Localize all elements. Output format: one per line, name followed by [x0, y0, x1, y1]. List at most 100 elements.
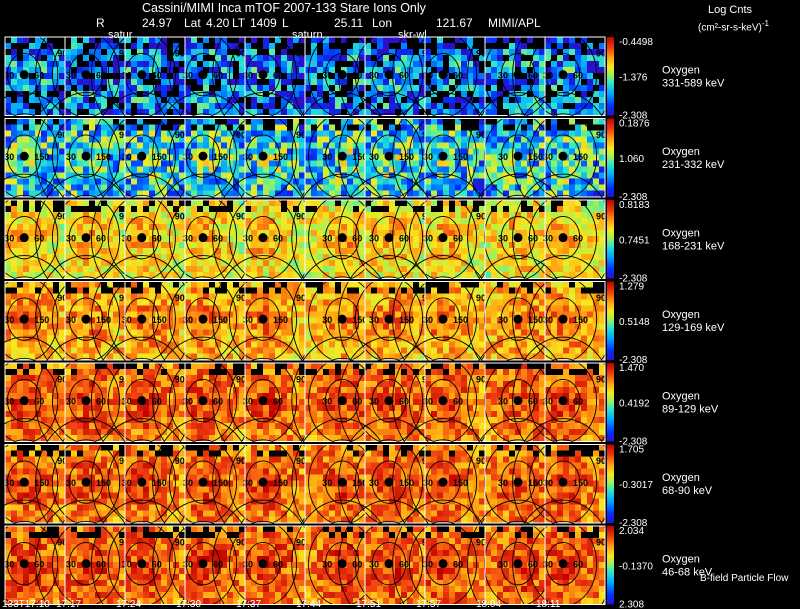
flux-cell — [5, 293, 11, 300]
flux-cell — [539, 55, 545, 61]
flux-cell — [323, 329, 329, 336]
flux-cell — [59, 136, 65, 143]
flux-cell — [509, 136, 515, 143]
flux-cell — [383, 353, 389, 360]
flux-cell — [197, 281, 203, 288]
panel-border — [4, 36, 606, 116]
flux-cell — [23, 85, 29, 91]
flux-cell — [197, 299, 203, 306]
flux-cell — [281, 236, 287, 242]
flux-cell — [359, 248, 365, 254]
contour-ring — [408, 276, 478, 363]
flux-cell — [35, 160, 41, 167]
flux-cell — [317, 218, 323, 224]
flux-cell — [239, 347, 245, 354]
flux-cell — [467, 73, 473, 79]
flux-cell — [137, 323, 143, 330]
flux-cell — [527, 184, 533, 191]
flux-cell — [371, 190, 377, 197]
flux-cell — [257, 224, 263, 230]
flux-cell — [305, 260, 311, 266]
flux-cell — [395, 299, 401, 306]
flux-cell — [401, 91, 407, 97]
flux-cell — [497, 154, 503, 161]
bfield-marker — [198, 314, 208, 324]
flux-cell — [221, 224, 227, 230]
flux-cell — [527, 85, 533, 91]
flux-cell — [557, 55, 563, 61]
flux-cell — [431, 353, 437, 360]
flux-cell — [23, 299, 29, 306]
flux-cell — [11, 79, 17, 85]
flux-cell — [101, 353, 107, 360]
flux-cell — [203, 260, 209, 266]
flux-cell — [221, 242, 227, 248]
flux-cell — [545, 55, 551, 61]
flux-cell — [479, 266, 485, 272]
flux-cell — [5, 260, 11, 266]
flux-cell — [449, 79, 455, 85]
flux-cell — [509, 266, 515, 272]
flux-cell — [599, 206, 605, 212]
flux-cell — [521, 43, 527, 49]
flux-cell — [341, 266, 347, 272]
flux-cell — [269, 353, 275, 360]
flux-cell — [47, 317, 53, 324]
contour-ring — [500, 53, 536, 97]
flux-cell — [185, 341, 191, 348]
flux-cell — [257, 206, 263, 212]
flux-cell — [329, 224, 335, 230]
flux-cell — [587, 353, 593, 360]
flux-cell — [365, 311, 371, 318]
flux-cell — [173, 218, 179, 224]
flux-cell — [59, 124, 65, 131]
flux-cell — [173, 248, 179, 254]
flux-cell — [227, 118, 233, 125]
flux-cell — [41, 85, 47, 91]
flux-cell — [569, 130, 575, 137]
flux-cell — [551, 293, 557, 300]
flux-cell — [431, 130, 437, 137]
flux-cell — [353, 260, 359, 266]
flux-cell — [191, 266, 197, 272]
flux-cell — [359, 55, 365, 61]
flux-cell — [395, 317, 401, 324]
flux-cell — [443, 341, 449, 348]
flux-cell — [539, 281, 545, 288]
flux-cell — [95, 148, 101, 155]
flux-cell — [437, 85, 443, 91]
flux-cell — [227, 55, 233, 61]
flux-cell — [47, 166, 53, 173]
flux-cell — [425, 154, 431, 161]
flux-cell — [299, 148, 305, 155]
flux-cell — [263, 142, 269, 149]
flux-cell — [599, 85, 605, 91]
flux-cell — [41, 329, 47, 336]
flux-cell — [437, 148, 443, 155]
flux-cell — [305, 347, 311, 354]
flux-cell — [131, 97, 137, 103]
flux-cell — [563, 272, 569, 278]
flux-cell — [275, 218, 281, 224]
flux-cell — [329, 130, 335, 137]
flux-cell — [65, 148, 71, 155]
flux-cell — [497, 323, 503, 330]
flux-cell — [71, 266, 77, 272]
flux-cell — [5, 224, 11, 230]
flux-cell — [575, 299, 581, 306]
flux-cell — [17, 172, 23, 179]
flux-cell — [305, 242, 311, 248]
flux-cell — [173, 190, 179, 197]
flux-cell — [143, 142, 149, 149]
flux-cell — [137, 329, 143, 336]
flux-cell — [485, 236, 491, 242]
flux-cell — [47, 236, 53, 242]
flux-cell — [269, 254, 275, 260]
flux-cell — [185, 317, 191, 324]
flux-cell — [239, 172, 245, 179]
flux-cell — [89, 353, 95, 360]
flux-cell — [29, 323, 35, 330]
flux-cell — [251, 347, 257, 354]
flux-cell — [449, 248, 455, 254]
flux-cell — [95, 212, 101, 218]
